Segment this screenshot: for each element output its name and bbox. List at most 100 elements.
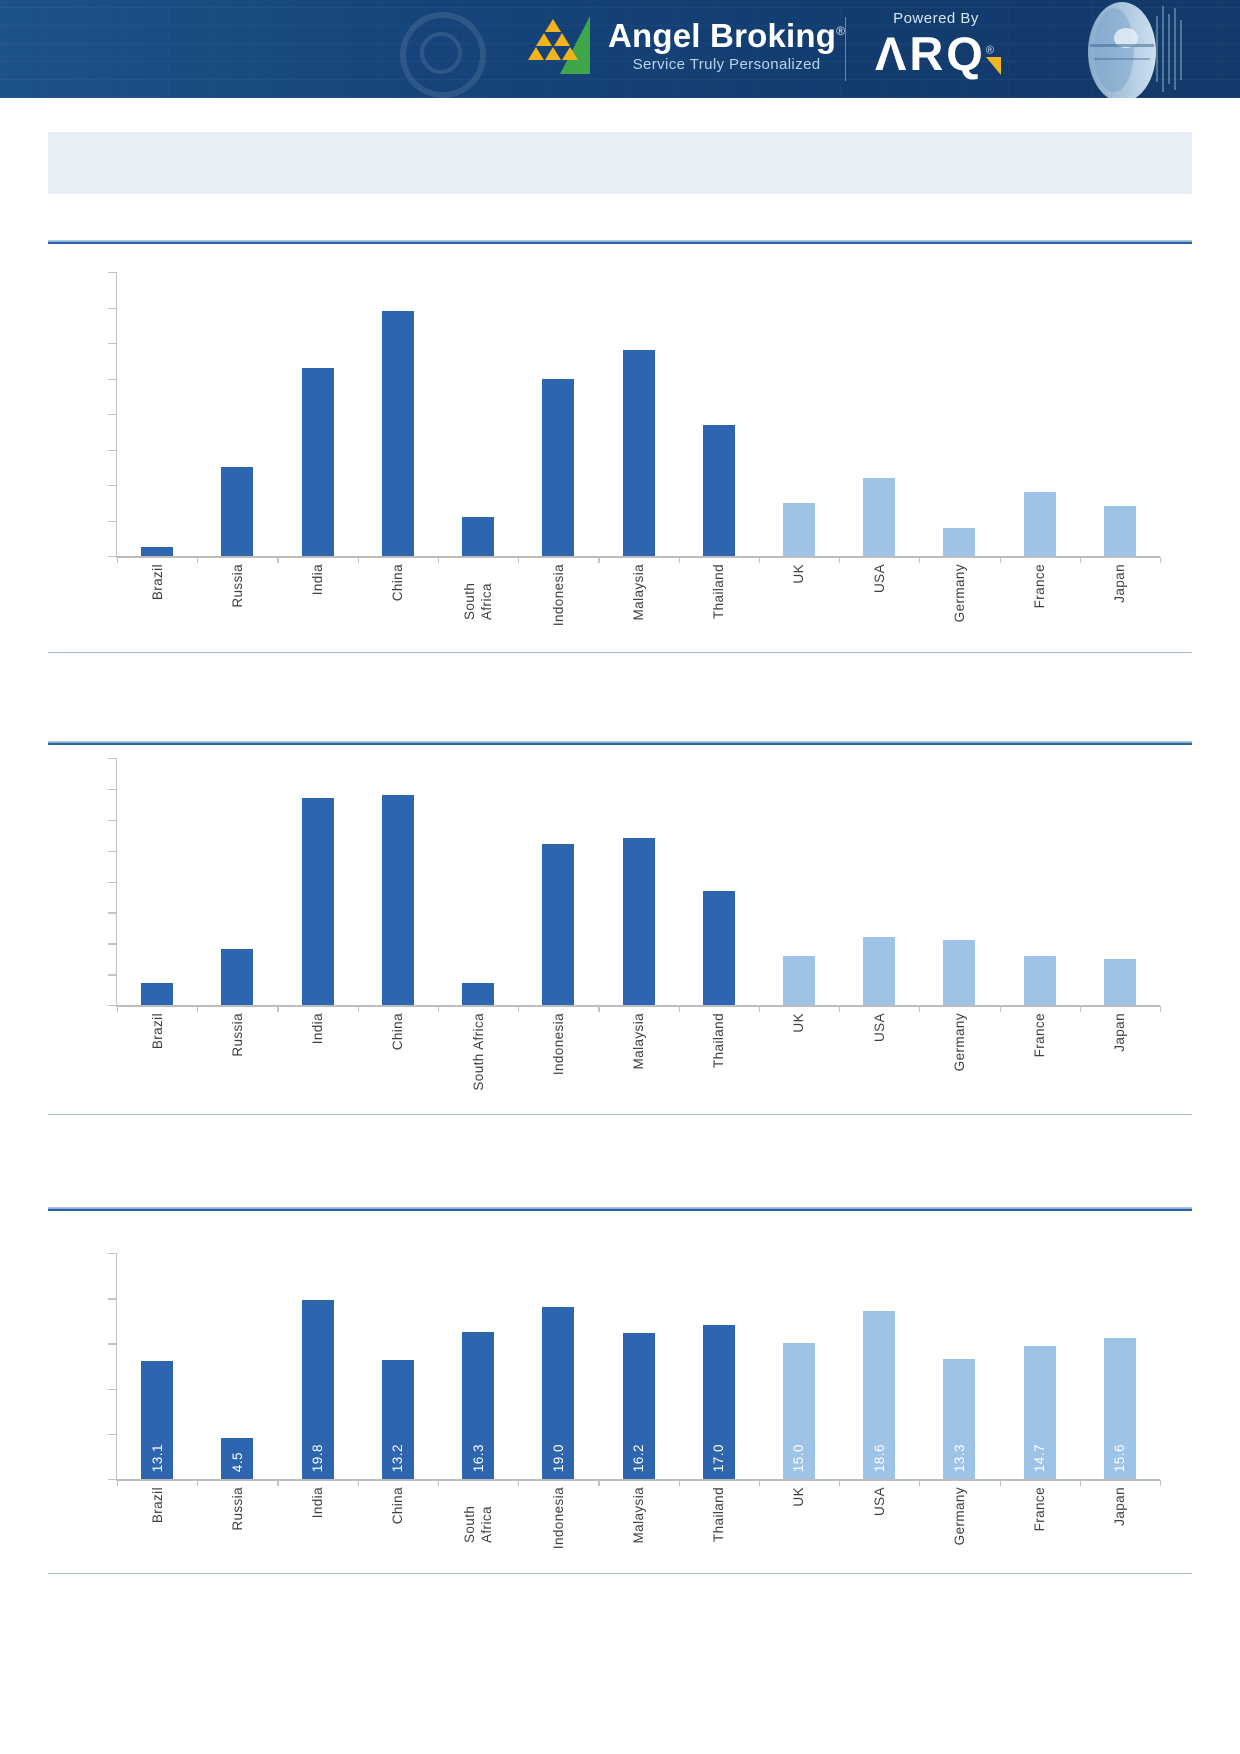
bar-china xyxy=(381,1359,414,1479)
y-axis-tick xyxy=(108,307,116,309)
x-axis-tick xyxy=(598,1480,600,1486)
y-axis-tick xyxy=(108,556,116,558)
bar-value-label: 18.6 xyxy=(871,1444,887,1473)
y-axis-tick xyxy=(108,378,116,380)
x-axis-tick xyxy=(839,1006,841,1012)
bar-value-label: 16.3 xyxy=(470,1444,486,1473)
category-label: Russia xyxy=(229,1487,245,1531)
y-axis-tick xyxy=(108,943,116,945)
category-label: Indonesia xyxy=(550,1487,566,1550)
x-axis-tick xyxy=(277,1006,279,1012)
bar-value-label: 14.7 xyxy=(1032,1444,1048,1473)
category-label: France xyxy=(1032,1487,1048,1532)
bar-uk xyxy=(782,502,815,556)
ring-decoration xyxy=(400,12,486,98)
section-divider xyxy=(48,741,1192,745)
bar-indonesia xyxy=(542,1307,575,1479)
bar-malaysia xyxy=(622,350,655,556)
bar-japan xyxy=(1103,958,1136,1005)
y-axis-tick xyxy=(108,1343,116,1345)
category-label: Brazil xyxy=(149,1487,165,1524)
bar-indonesia xyxy=(542,378,575,556)
bar-value-label: 19.0 xyxy=(550,1444,566,1473)
y-axis-tick xyxy=(108,1253,116,1255)
x-axis-tick xyxy=(518,1480,520,1486)
bar-indonesia xyxy=(542,844,575,1005)
x-axis-tick xyxy=(678,1006,680,1012)
arq-triangle-icon xyxy=(985,57,1001,76)
y-axis-tick xyxy=(108,819,116,822)
y-axis-tick xyxy=(108,485,116,487)
x-axis-tick xyxy=(277,1480,279,1486)
bar-india xyxy=(301,367,334,556)
x-axis-tick xyxy=(1160,1480,1162,1486)
bar-germany xyxy=(943,940,976,1005)
registered-mark: ® xyxy=(836,23,846,38)
x-axis-tick xyxy=(357,1480,359,1486)
x-axis-line xyxy=(116,556,1160,558)
bar-japan xyxy=(1103,506,1136,556)
category-label: India xyxy=(310,1487,326,1519)
x-axis-tick xyxy=(518,557,520,563)
y-axis-tick xyxy=(108,758,116,760)
x-axis-tick xyxy=(758,557,761,563)
bar-malaysia xyxy=(622,838,655,1005)
bar-thailand xyxy=(702,1325,735,1479)
y-axis-line xyxy=(116,272,118,556)
category-label: Japan xyxy=(1112,1487,1128,1526)
bar-south-africa xyxy=(462,516,495,556)
angel-broking-pyramid-icon xyxy=(528,16,594,76)
x-axis-tick xyxy=(1079,1006,1081,1012)
x-axis-tick xyxy=(839,1480,841,1486)
bar-usa xyxy=(863,1310,896,1479)
x-axis-tick xyxy=(197,1480,199,1486)
x-axis-tick xyxy=(197,557,199,563)
y-axis-tick xyxy=(108,1005,116,1007)
bar-france xyxy=(1023,1346,1056,1479)
bar-india xyxy=(301,1300,334,1479)
section-divider xyxy=(48,240,1192,244)
y-axis-line xyxy=(116,758,118,1005)
header-separator xyxy=(845,17,846,81)
circuit-pattern-decoration xyxy=(0,0,1240,98)
x-axis-tick xyxy=(518,1006,520,1012)
x-axis-tick xyxy=(999,557,1001,563)
bar-india xyxy=(301,798,334,1005)
section-divider xyxy=(48,1207,1192,1211)
bar-value-label: 19.8 xyxy=(310,1444,326,1473)
bar-usa xyxy=(863,937,896,1005)
x-axis-tick xyxy=(919,1006,921,1012)
x-axis-tick xyxy=(678,557,680,563)
x-axis-tick xyxy=(758,1480,761,1486)
brand-text-block: Angel Broking® Service Truly Personalize… xyxy=(608,18,846,73)
bar-south-africa xyxy=(462,983,495,1005)
bar-brazil xyxy=(141,547,174,556)
y-axis-tick xyxy=(108,1298,116,1300)
x-axis-tick xyxy=(1079,1480,1081,1486)
y-axis-tick xyxy=(108,343,116,345)
bar-value-label: 13.1 xyxy=(149,1444,165,1473)
bar-malaysia xyxy=(622,1332,655,1479)
bar-value-label: 13.3 xyxy=(951,1444,967,1473)
x-axis-line xyxy=(116,1005,1160,1007)
y-axis-tick xyxy=(108,1388,116,1390)
x-axis-tick xyxy=(277,557,279,563)
x-axis-tick xyxy=(117,1480,119,1486)
x-axis-tick xyxy=(598,1006,600,1012)
bar-france xyxy=(1023,492,1056,556)
arq-logo: ΛRQ ® xyxy=(875,29,1001,78)
x-axis-tick xyxy=(437,1006,440,1012)
bar-value-label: 15.6 xyxy=(1112,1444,1128,1473)
bar-france xyxy=(1023,955,1056,1005)
category-label: South Africa xyxy=(462,1505,495,1543)
bar-value-label: 4.5 xyxy=(229,1452,245,1473)
bar-thailand xyxy=(702,890,735,1005)
x-axis-tick xyxy=(919,557,921,563)
category-label: China xyxy=(390,1487,406,1525)
section-bottom-line xyxy=(48,652,1192,653)
bar-value-label: 15.0 xyxy=(791,1444,807,1473)
x-axis-tick xyxy=(999,1480,1001,1486)
x-axis-tick xyxy=(1079,557,1081,563)
